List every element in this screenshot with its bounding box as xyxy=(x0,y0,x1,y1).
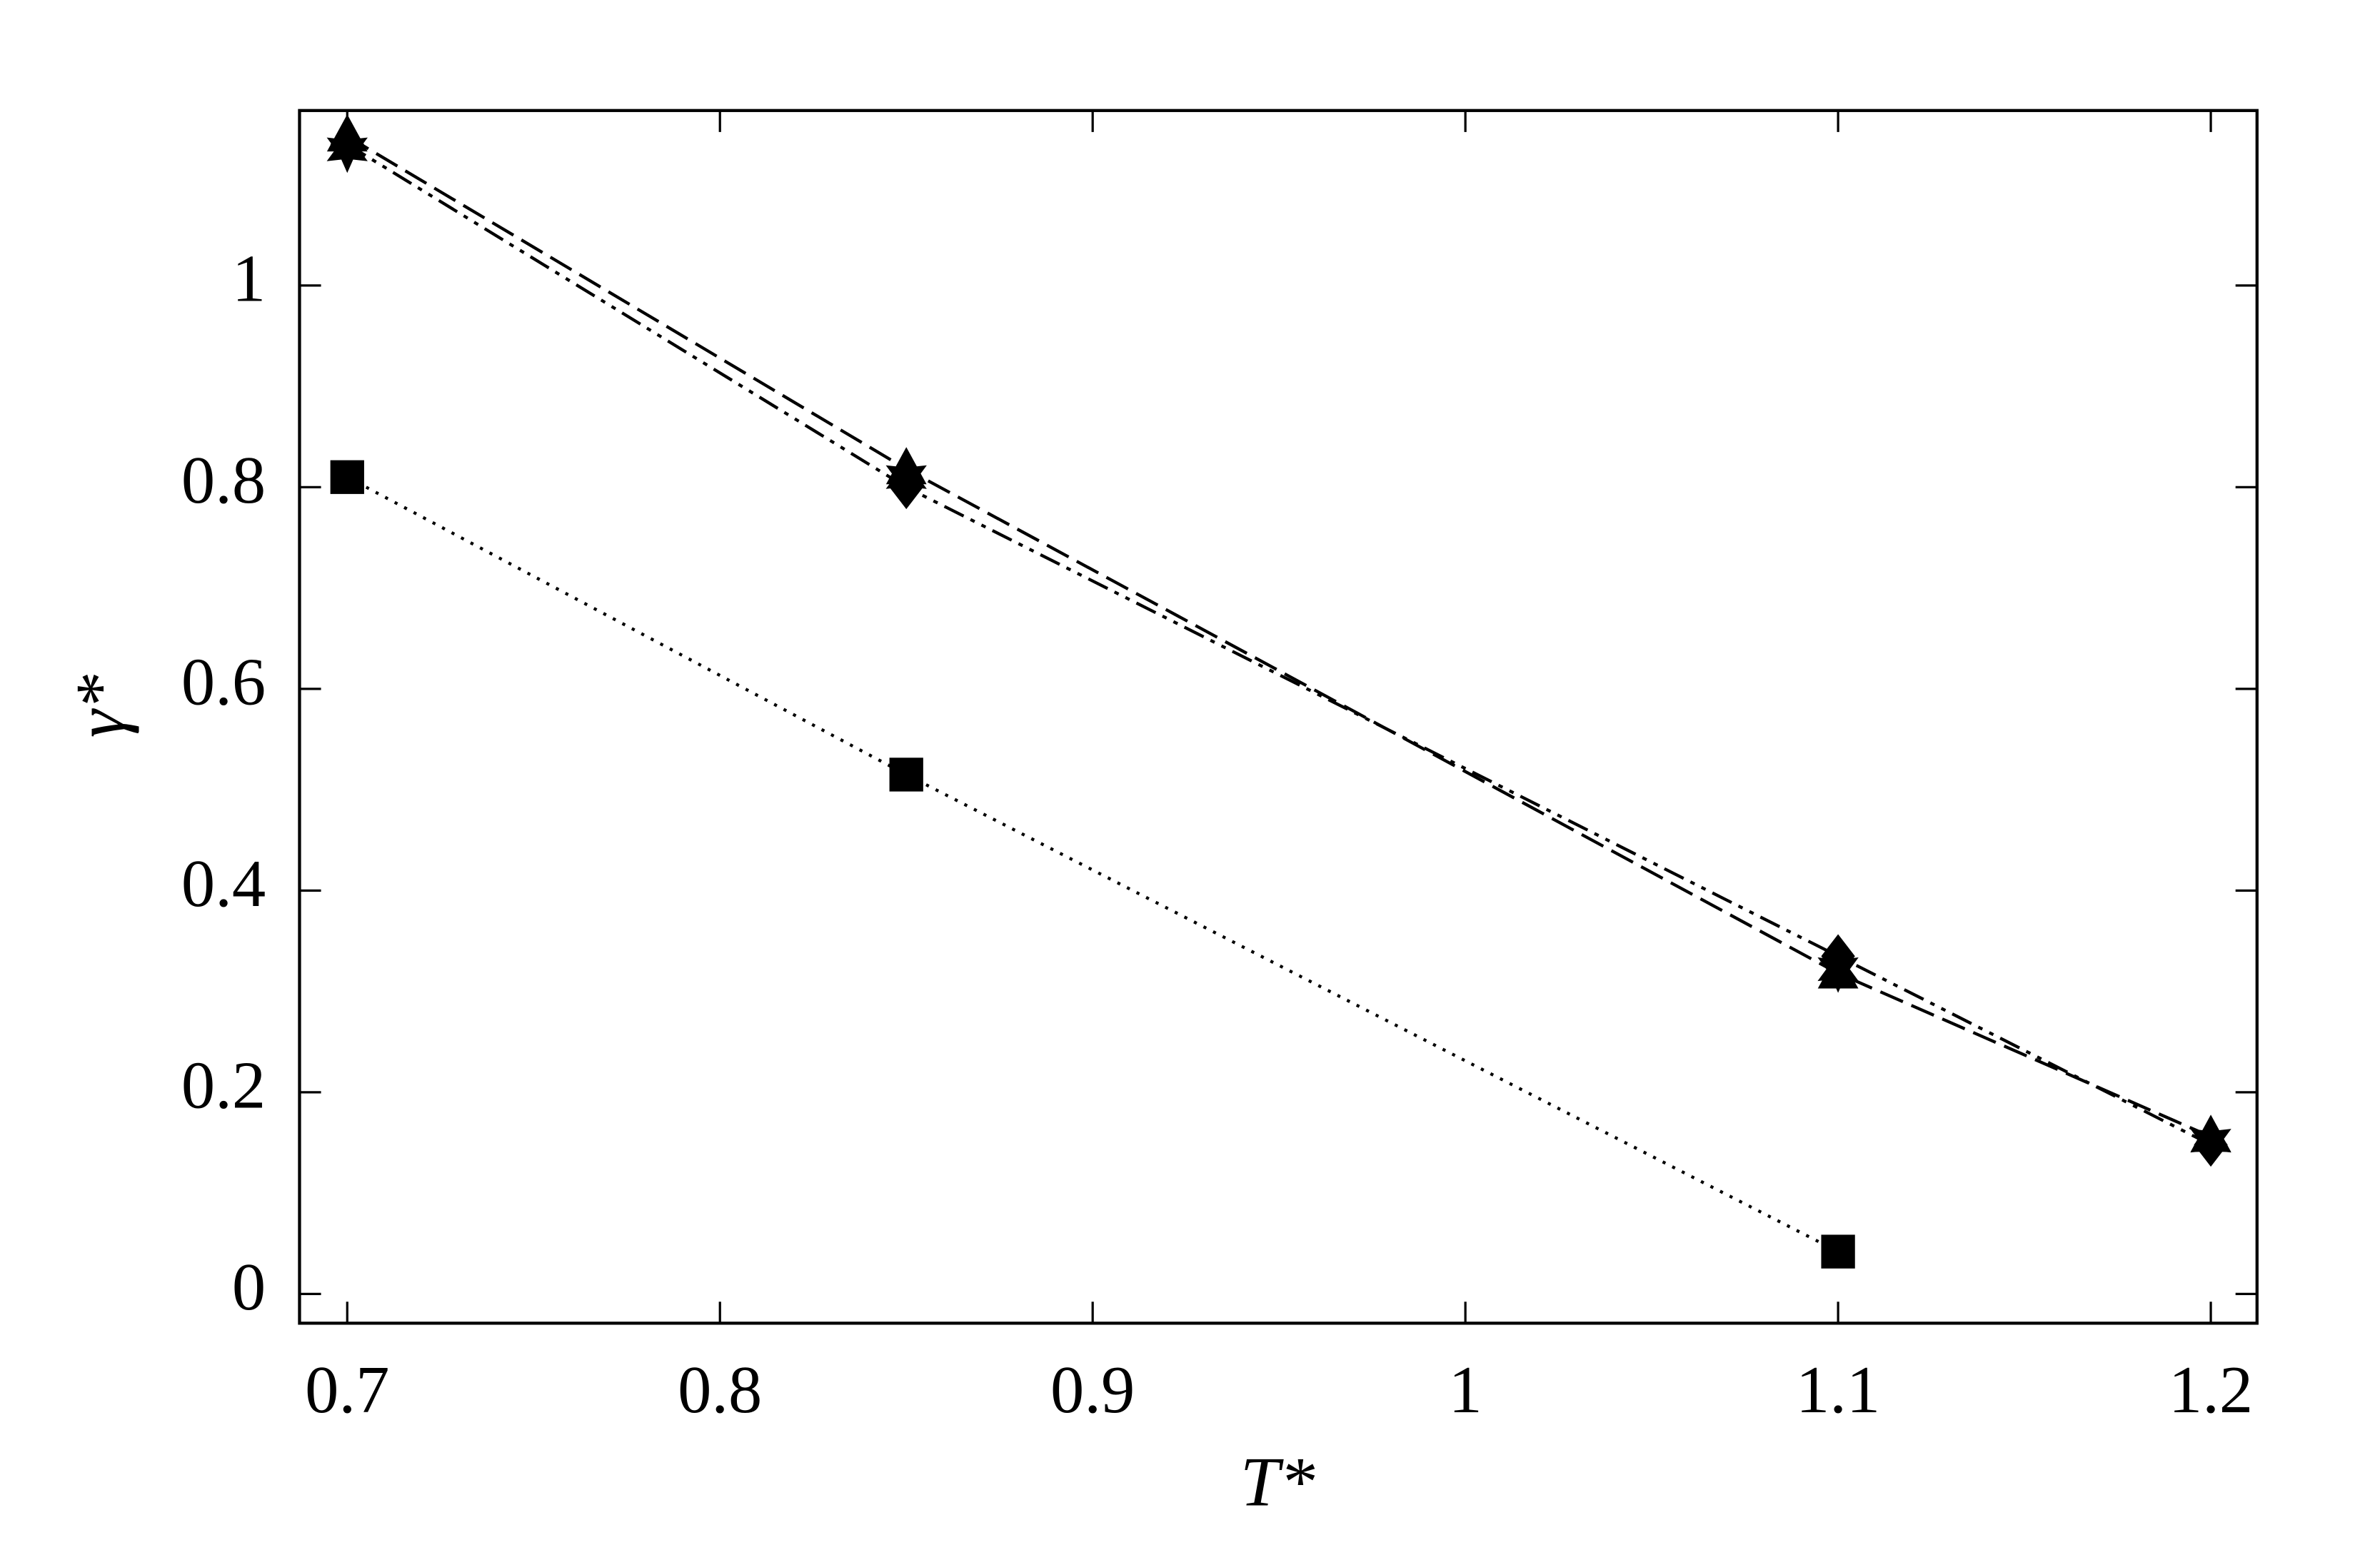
plot-frame xyxy=(298,109,2259,1325)
square-marker xyxy=(1821,1234,1855,1269)
y-tick-label: 0.8 xyxy=(181,443,266,518)
x-tick-label: 1.1 xyxy=(1796,1353,1880,1427)
star-marker xyxy=(1817,945,1859,993)
square-marker xyxy=(330,460,364,494)
y-axis-label: γ* xyxy=(61,674,139,738)
x-tick-label: 1 xyxy=(1449,1353,1482,1427)
series-line xyxy=(346,475,1839,1253)
y-tick-label: 0.6 xyxy=(181,645,266,720)
star-marker xyxy=(885,453,927,501)
series-line xyxy=(346,143,2212,1147)
square-marker xyxy=(889,758,923,792)
star-marker xyxy=(326,126,368,173)
star-marker xyxy=(2190,1117,2231,1164)
series-line xyxy=(346,134,2211,1138)
x-axis-label: T* xyxy=(1240,1443,1315,1521)
x-tick-label: 0.8 xyxy=(678,1353,762,1427)
x-tick-label: 0.7 xyxy=(305,1353,389,1427)
x-tick-label: 1.2 xyxy=(2169,1353,2253,1427)
x-tick-label: 0.9 xyxy=(1050,1353,1135,1427)
y-tick-label: 1 xyxy=(232,242,266,316)
y-tick-label: 0.4 xyxy=(181,847,266,921)
y-tick-label: 0.2 xyxy=(181,1049,266,1123)
y-tick-label: 0 xyxy=(232,1250,266,1324)
